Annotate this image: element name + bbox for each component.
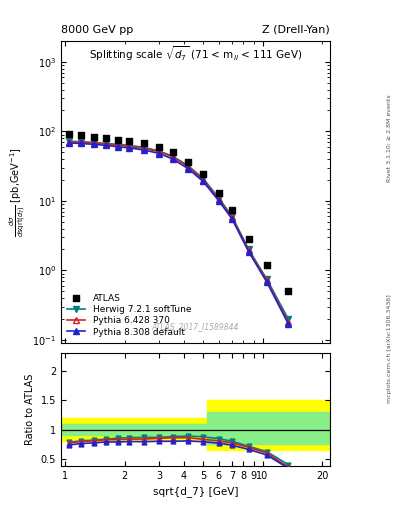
Pythia 6.428 370 bbox=[170, 154, 175, 160]
ATLAS bbox=[141, 139, 147, 147]
Pythia 6.428 370 bbox=[141, 145, 146, 152]
ATLAS bbox=[185, 158, 191, 166]
ATLAS bbox=[246, 235, 252, 243]
Pythia 6.428 370 bbox=[246, 247, 251, 253]
Pythia 8.308 default bbox=[286, 321, 291, 327]
ATLAS bbox=[91, 133, 97, 141]
Pythia 6.428 370 bbox=[116, 142, 120, 148]
Line: Pythia 8.308 default: Pythia 8.308 default bbox=[67, 140, 291, 327]
ATLAS bbox=[200, 170, 206, 179]
Pythia 8.308 default bbox=[157, 151, 162, 157]
Y-axis label: Ratio to ATLAS: Ratio to ATLAS bbox=[25, 374, 35, 445]
Line: Herwig 7.2.1 softTune: Herwig 7.2.1 softTune bbox=[67, 139, 291, 322]
ATLAS bbox=[156, 143, 163, 151]
ATLAS bbox=[126, 137, 132, 145]
Pythia 6.428 370 bbox=[264, 277, 269, 283]
Pythia 6.428 370 bbox=[103, 141, 108, 147]
Pythia 8.308 default bbox=[116, 144, 120, 150]
Text: mcplots.cern.ch [arXiv:1306.3436]: mcplots.cern.ch [arXiv:1306.3436] bbox=[387, 294, 392, 402]
ATLAS bbox=[229, 205, 235, 214]
Pythia 6.428 370 bbox=[67, 139, 72, 145]
Line: Pythia 6.428 370: Pythia 6.428 370 bbox=[67, 139, 291, 325]
Pythia 6.428 370 bbox=[79, 139, 83, 145]
Pythia 8.308 default bbox=[264, 279, 269, 285]
Y-axis label: $\frac{d\sigma}{d\mathrm{sqrt}(d_{7})}$ [pb,GeV$^{-1}$]: $\frac{d\sigma}{d\mathrm{sqrt}(d_{7})}$ … bbox=[7, 147, 27, 237]
Herwig 7.2.1 softTune bbox=[201, 176, 206, 182]
Text: Rivet 3.1.10; ≥ 2.8M events: Rivet 3.1.10; ≥ 2.8M events bbox=[387, 94, 392, 182]
Herwig 7.2.1 softTune bbox=[92, 139, 97, 145]
Pythia 8.308 default bbox=[67, 140, 72, 146]
Pythia 8.308 default bbox=[186, 166, 191, 172]
Text: Z (Drell-Yan): Z (Drell-Yan) bbox=[263, 25, 330, 35]
Herwig 7.2.1 softTune bbox=[79, 139, 83, 145]
Herwig 7.2.1 softTune bbox=[230, 213, 234, 219]
Herwig 7.2.1 softTune bbox=[264, 276, 269, 282]
Pythia 8.308 default bbox=[127, 145, 131, 151]
Text: Splitting scale $\sqrt{d_7}$ (71 < m$_{ll}$ < 111 GeV): Splitting scale $\sqrt{d_7}$ (71 < m$_{l… bbox=[89, 44, 302, 63]
Pythia 8.308 default bbox=[92, 141, 97, 147]
Pythia 8.308 default bbox=[230, 216, 234, 222]
ATLAS bbox=[115, 136, 121, 144]
ATLAS bbox=[264, 261, 270, 269]
Pythia 8.308 default bbox=[170, 156, 175, 162]
Pythia 6.428 370 bbox=[157, 148, 162, 155]
Herwig 7.2.1 softTune bbox=[170, 153, 175, 159]
Pythia 8.308 default bbox=[246, 249, 251, 255]
Herwig 7.2.1 softTune bbox=[116, 141, 120, 147]
Pythia 8.308 default bbox=[217, 198, 221, 204]
Herwig 7.2.1 softTune bbox=[157, 148, 162, 154]
Pythia 6.428 370 bbox=[127, 143, 131, 150]
Herwig 7.2.1 softTune bbox=[103, 140, 108, 146]
Herwig 7.2.1 softTune bbox=[127, 142, 131, 148]
Herwig 7.2.1 softTune bbox=[286, 316, 291, 322]
ATLAS bbox=[169, 148, 176, 156]
Herwig 7.2.1 softTune bbox=[186, 163, 191, 169]
Herwig 7.2.1 softTune bbox=[246, 246, 251, 252]
ATLAS bbox=[103, 134, 109, 142]
Pythia 8.308 default bbox=[79, 140, 83, 146]
Pythia 6.428 370 bbox=[92, 140, 97, 146]
Pythia 6.428 370 bbox=[186, 164, 191, 170]
Pythia 6.428 370 bbox=[286, 319, 291, 325]
Herwig 7.2.1 softTune bbox=[141, 144, 146, 151]
Pythia 8.308 default bbox=[201, 178, 206, 184]
ATLAS bbox=[66, 130, 73, 138]
Herwig 7.2.1 softTune bbox=[217, 195, 221, 201]
Pythia 6.428 370 bbox=[230, 214, 234, 220]
Pythia 6.428 370 bbox=[201, 177, 206, 183]
ATLAS bbox=[216, 189, 222, 197]
Text: 8000 GeV pp: 8000 GeV pp bbox=[61, 25, 133, 35]
X-axis label: sqrt{d_7} [GeV]: sqrt{d_7} [GeV] bbox=[153, 486, 238, 497]
Pythia 8.308 default bbox=[141, 147, 146, 153]
ATLAS bbox=[285, 287, 292, 295]
ATLAS bbox=[78, 131, 84, 139]
Pythia 8.308 default bbox=[103, 142, 108, 148]
Text: ATLAS_2017_I1589844: ATLAS_2017_I1589844 bbox=[152, 322, 239, 331]
Herwig 7.2.1 softTune bbox=[67, 138, 72, 144]
Legend: ATLAS, Herwig 7.2.1 softTune, Pythia 6.428 370, Pythia 8.308 default: ATLAS, Herwig 7.2.1 softTune, Pythia 6.4… bbox=[65, 292, 193, 338]
Pythia 6.428 370 bbox=[217, 196, 221, 202]
